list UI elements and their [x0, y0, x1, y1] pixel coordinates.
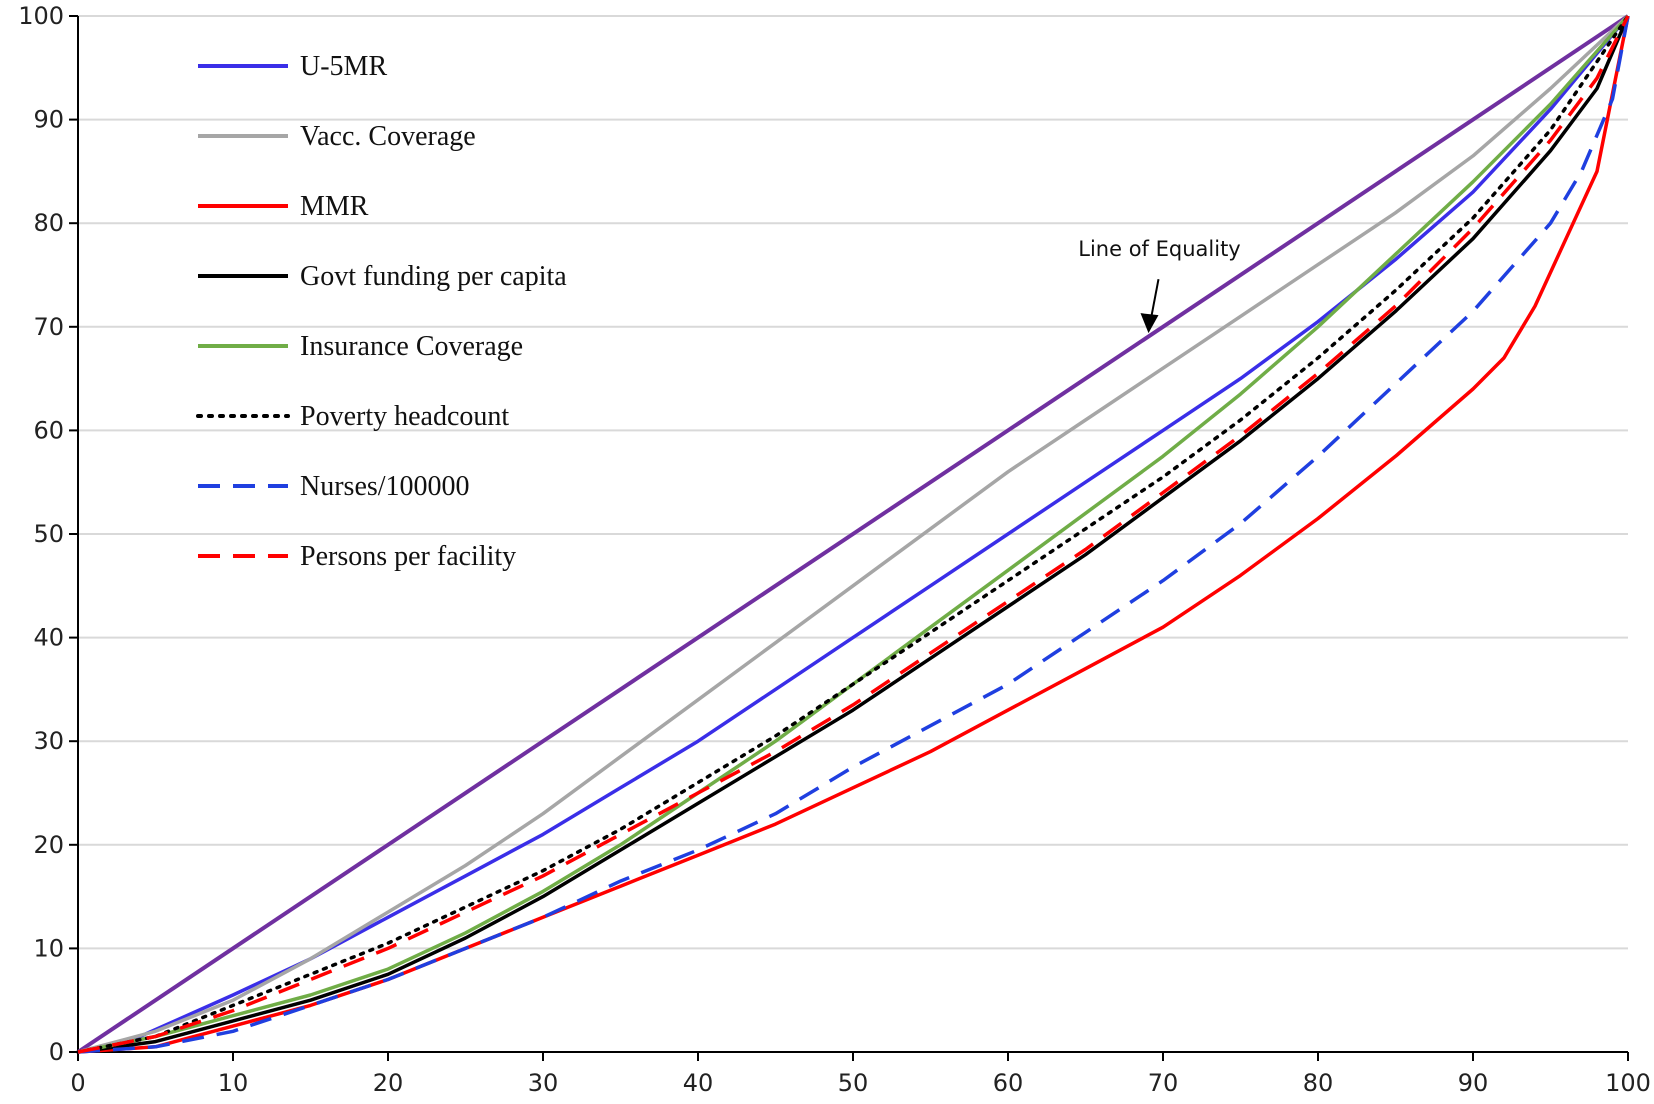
y-tick-label: 50	[33, 520, 64, 548]
x-tick-label: 10	[218, 1069, 249, 1097]
y-tick-label: 60	[33, 416, 64, 444]
x-tick-label: 80	[1303, 1069, 1334, 1097]
legend-label-1: Vacc. Coverage	[300, 121, 476, 152]
y-tick-label: 0	[49, 1038, 64, 1066]
y-tick-label: 70	[33, 313, 64, 341]
legend-label-3: Govt funding per capita	[300, 261, 567, 292]
equality-line	[76, 14, 1630, 1054]
annotation-arrow-shaft	[1149, 278, 1160, 322]
series-line-5	[76, 14, 1630, 1054]
series-line-7	[77, 15, 1630, 1054]
x-tick-label: 40	[683, 1069, 714, 1097]
annotation-label: Line of Equality	[1078, 237, 1240, 261]
x-tick-label: 90	[1458, 1069, 1489, 1097]
series-line-3	[77, 15, 1630, 1054]
x-tick-label: 20	[373, 1069, 404, 1097]
legend-label-2: MMR	[300, 191, 369, 222]
series-lines	[76, 14, 1630, 1054]
legend-label-5: Poverty headcount	[300, 401, 509, 432]
x-tick-label: 70	[1148, 1069, 1179, 1097]
y-tick-label: 40	[33, 624, 64, 652]
y-tick-label: 30	[33, 727, 64, 755]
x-tick-label: 100	[1605, 1069, 1651, 1097]
legend-label-7: Persons per facility	[300, 541, 516, 572]
series-line-6	[77, 15, 1630, 1054]
legend-label-4: Insurance Coverage	[300, 331, 523, 362]
x-tick-label: 30	[528, 1069, 559, 1097]
legend: U-5MR Vacc. Coverage MMR Govt funding per c…	[196, 51, 567, 572]
annotation: Line of Equality	[1078, 237, 1241, 334]
y-tick-label: 20	[33, 831, 64, 859]
annotation-arrow-head	[1140, 313, 1159, 334]
x-tick-label: 60	[993, 1069, 1024, 1097]
tick-labels: 0 10 20 30 40 50 60 70 80 90 100 0 10 20 30 40 50 60 70 80 9…	[18, 2, 1651, 1097]
x-tick-label: 0	[70, 1069, 85, 1097]
legend-label-6: Nurses/100000	[300, 471, 470, 502]
x-tick-label: 50	[838, 1069, 869, 1097]
series-line-1	[77, 14, 1630, 1054]
y-tick-label: 80	[33, 209, 64, 237]
y-tick-label: 10	[33, 934, 64, 962]
legend-label-0: U-5MR	[300, 51, 387, 82]
axes	[69, 15, 1629, 1061]
series-line-2	[77, 15, 1630, 1054]
y-tick-label: 90	[33, 106, 64, 134]
y-tick-label: 100	[18, 2, 64, 30]
